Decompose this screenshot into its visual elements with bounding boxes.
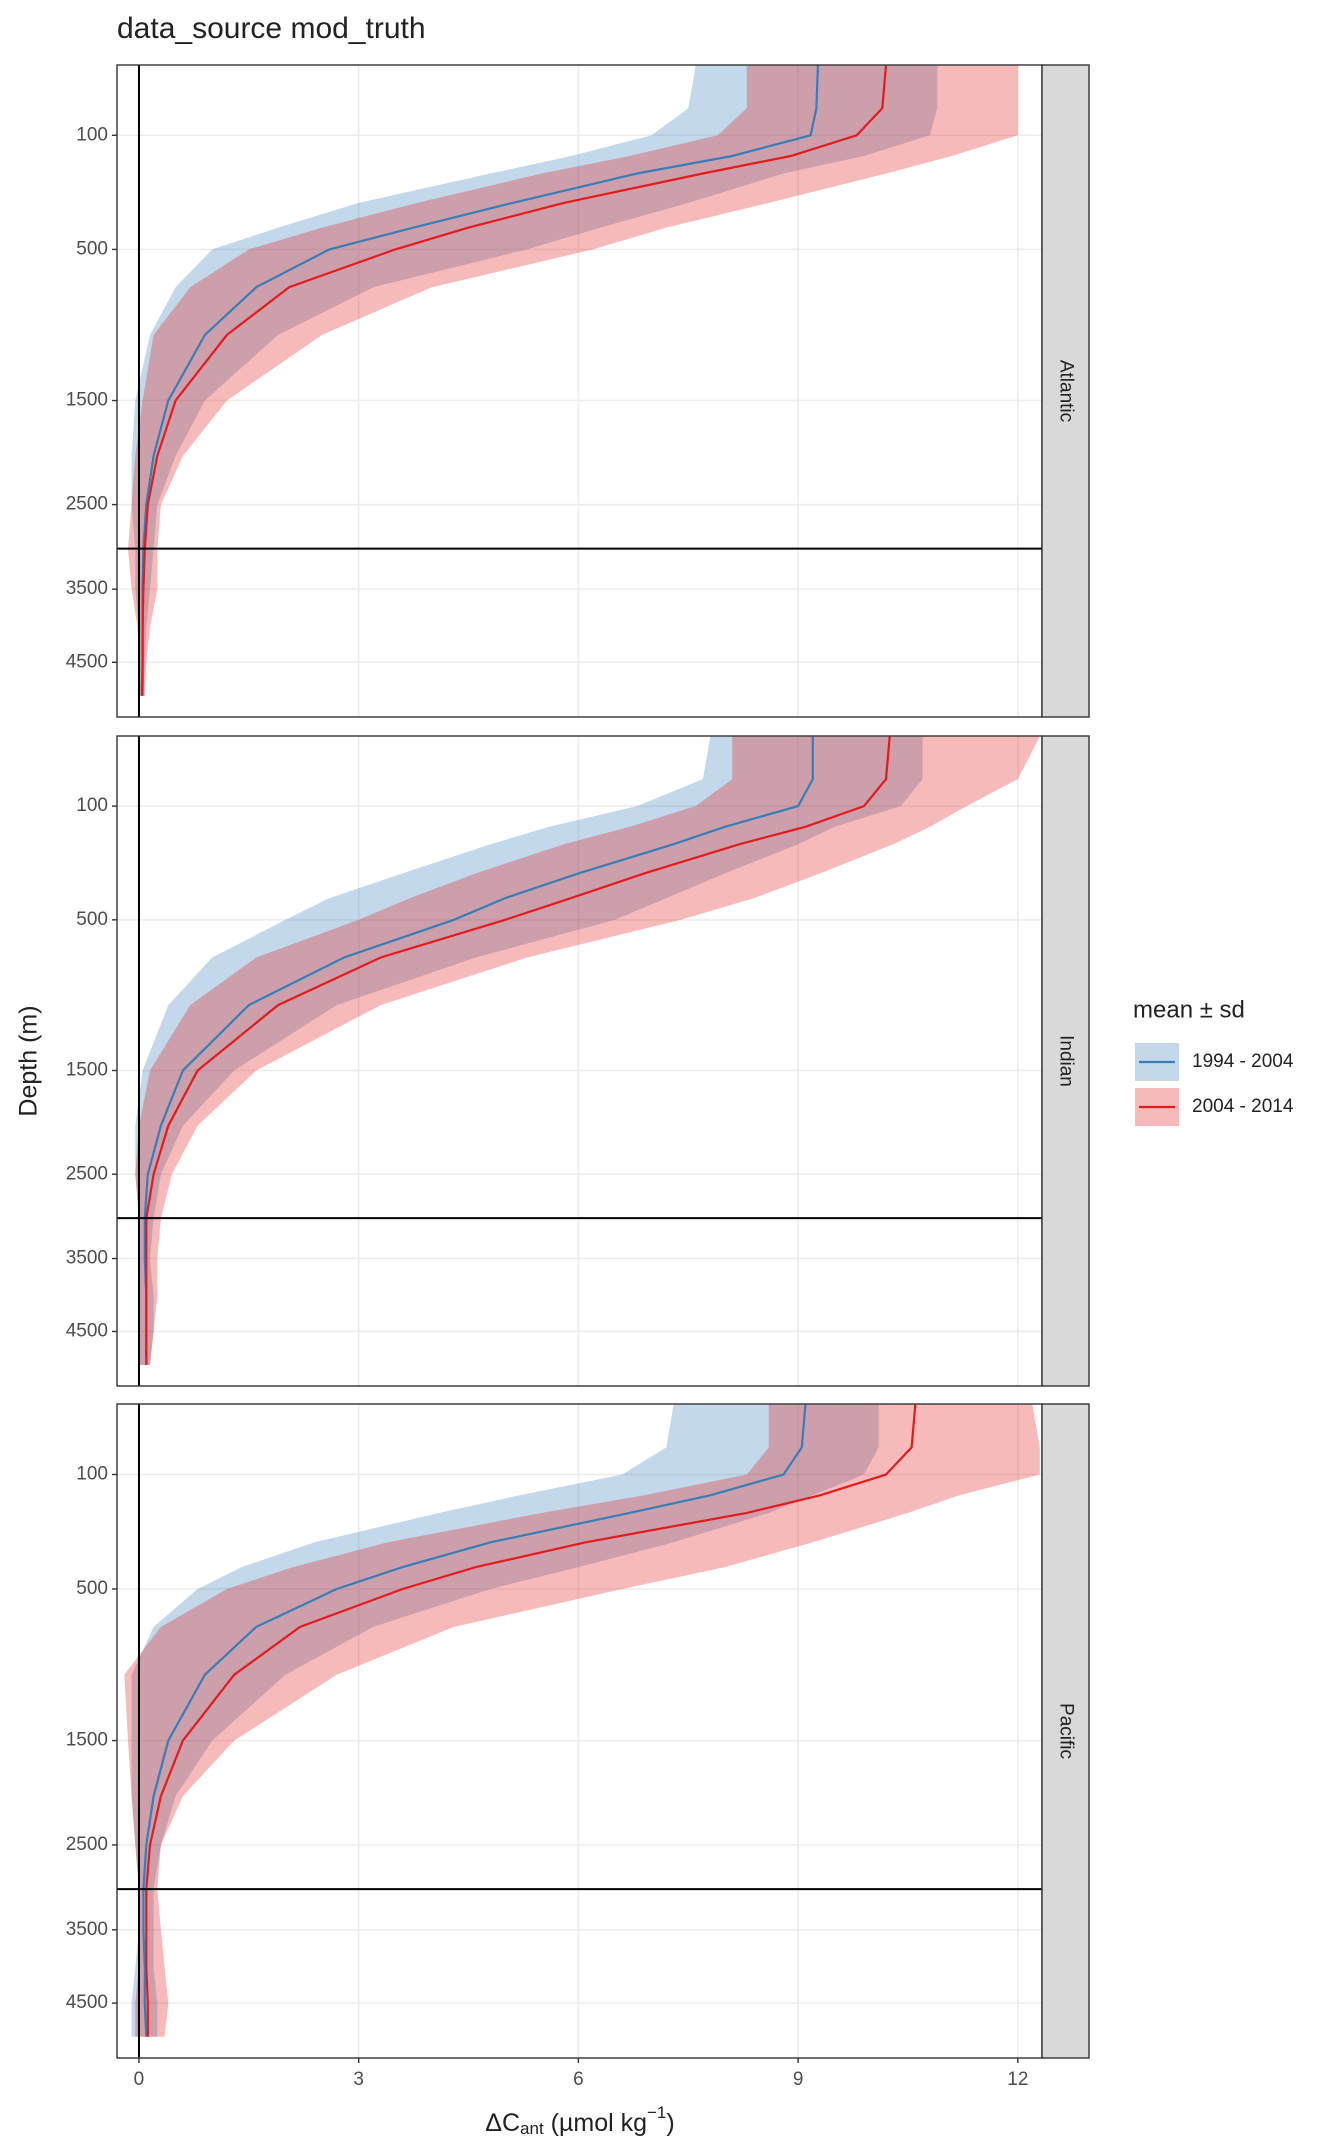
series-group (124, 1404, 1040, 2037)
y-tick-label: 3500 (66, 1919, 108, 1940)
y-tick-label: 100 (76, 795, 108, 816)
x-label-base: ΔC (485, 2109, 520, 2137)
y-tick-label: 100 (76, 124, 108, 145)
x-tick-label: 9 (793, 2069, 804, 2090)
facet-label: Pacific (1055, 1703, 1076, 1759)
panel (117, 65, 1042, 717)
legend-title: mean ± sd (1133, 996, 1245, 1023)
facet-strip (1041, 1403, 1090, 2059)
sd-ribbon (135, 736, 1040, 1365)
legend-label: 1994 - 2004 (1192, 1051, 1294, 1072)
x-label-sup: −1 (647, 2103, 666, 2122)
mean-line (145, 736, 891, 1365)
sd-ribbon (135, 736, 923, 1365)
y-tick-label: 500 (76, 1578, 108, 1599)
x-tick-label: 3 (353, 2069, 364, 2090)
y-tick-label: 1500 (66, 1730, 108, 1751)
y-tick-label: 2500 (66, 494, 108, 515)
panel-background (117, 65, 1042, 717)
sd-ribbon (131, 1404, 879, 2037)
x-label-unit: (µmol kg (544, 2109, 647, 2137)
y-tick-label: 500 (76, 238, 108, 259)
y-tick-label: 2500 (66, 1834, 108, 1855)
panel-background (117, 1404, 1042, 2058)
mean-line (140, 65, 888, 696)
chart-title: data_source mod_truth (117, 12, 426, 45)
y-axis-label: Depth (m) (15, 1005, 43, 1116)
sd-ribbon (124, 1404, 1040, 2037)
x-tick-label: 6 (573, 2069, 584, 2090)
y-tick-label: 4500 (66, 1320, 108, 1341)
y-tick-label: 3500 (66, 1248, 108, 1269)
facet-strip (1041, 64, 1090, 718)
sd-ribbon (131, 65, 938, 696)
series-group (135, 736, 1040, 1365)
mean-line (143, 736, 814, 1365)
panel-background (117, 736, 1042, 1386)
y-tick-label: 3500 (66, 578, 108, 599)
y-tick-label: 2500 (66, 1163, 108, 1184)
y-tick-label: 4500 (66, 651, 108, 672)
series-group (128, 65, 1018, 696)
legend-label: 2004 - 2014 (1192, 1096, 1294, 1117)
y-tick-label: 500 (76, 909, 108, 930)
facet-strip (1041, 735, 1090, 1387)
sd-ribbon (128, 65, 1018, 696)
mean-line (145, 1404, 917, 2037)
mean-line (142, 1404, 807, 2037)
facet-label: Indian (1055, 1035, 1076, 1087)
x-tick-label: 12 (1007, 2069, 1028, 2090)
facet-label: Atlantic (1055, 360, 1076, 422)
y-tick-label: 1500 (66, 1060, 108, 1081)
y-tick-label: 100 (76, 1464, 108, 1485)
y-tick-label: 1500 (66, 390, 108, 411)
x-label-sub: ant (520, 2119, 544, 2138)
x-tick-label: 0 (134, 2069, 145, 2090)
x-label-close: ) (666, 2109, 674, 2137)
x-axis-label: ΔCant (µmol kg−1) (485, 2103, 674, 2138)
y-tick-label: 4500 (66, 1992, 108, 2013)
